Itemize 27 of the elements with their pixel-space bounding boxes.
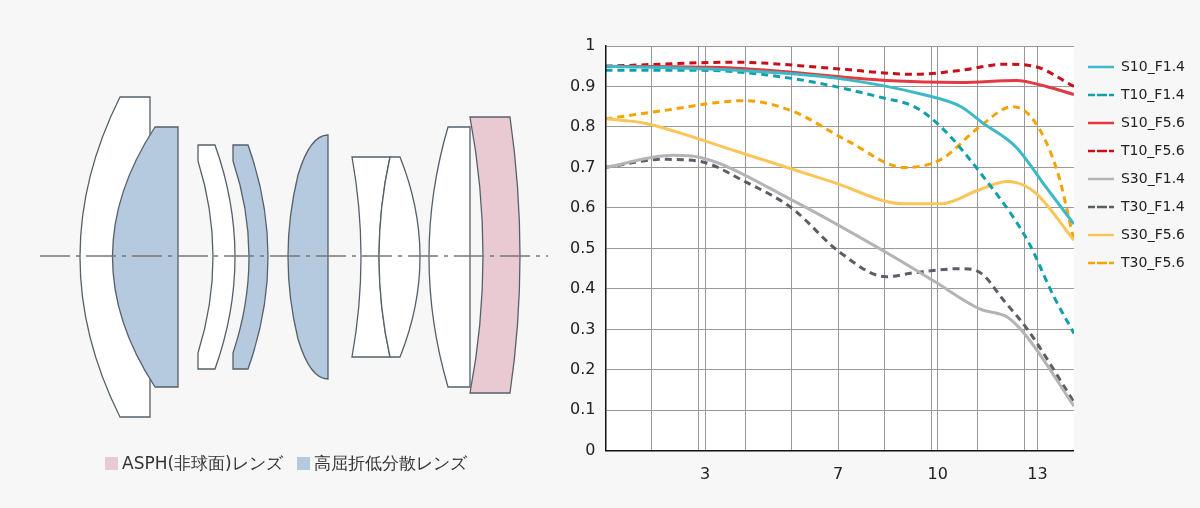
legend-label: S30_F1.4 [1120, 169, 1186, 186]
y-tick-label: 0.2 [569, 359, 596, 378]
y-tick-label: 0.6 [569, 197, 596, 217]
x-tick-label: 13 [1027, 463, 1048, 483]
y-tick-label: 0.8 [569, 116, 596, 136]
x-tick-label: 3 [700, 463, 711, 483]
text: ASPH(非球面)レンズ [122, 453, 283, 473]
x-tick-label: 7 [832, 463, 844, 483]
legend-label: S10_F5.6 [1120, 113, 1186, 130]
legend-label: T30_F5.6 [1119, 253, 1185, 270]
y-tick-label: 0 [585, 439, 596, 459]
y-tick-label: 1 [585, 35, 596, 55]
line-series [605, 68, 1074, 335]
legend-label: S30_F5.6 [1120, 225, 1186, 242]
y-tick-label: 0.3 [569, 318, 596, 338]
y-tick-label: 0.5 [569, 237, 596, 257]
legend-label: T10_F5.6 [1119, 141, 1185, 158]
legend-label: S10_F1.4 [1120, 57, 1186, 74]
legend-label: T30_F1.4 [1119, 197, 1185, 214]
y-tick-label: 0.4 [569, 278, 596, 298]
y-tick-label: 0.7 [569, 156, 596, 176]
y-tick-label: 0.9 [569, 75, 596, 95]
line-series [605, 64, 1074, 226]
x-tick-label: 10 [927, 463, 948, 483]
legend-label: T10_F1.4 [1119, 85, 1185, 102]
text: 高屈折低分散レンズ [313, 453, 467, 473]
y-tick-label: 0.1 [569, 399, 596, 419]
